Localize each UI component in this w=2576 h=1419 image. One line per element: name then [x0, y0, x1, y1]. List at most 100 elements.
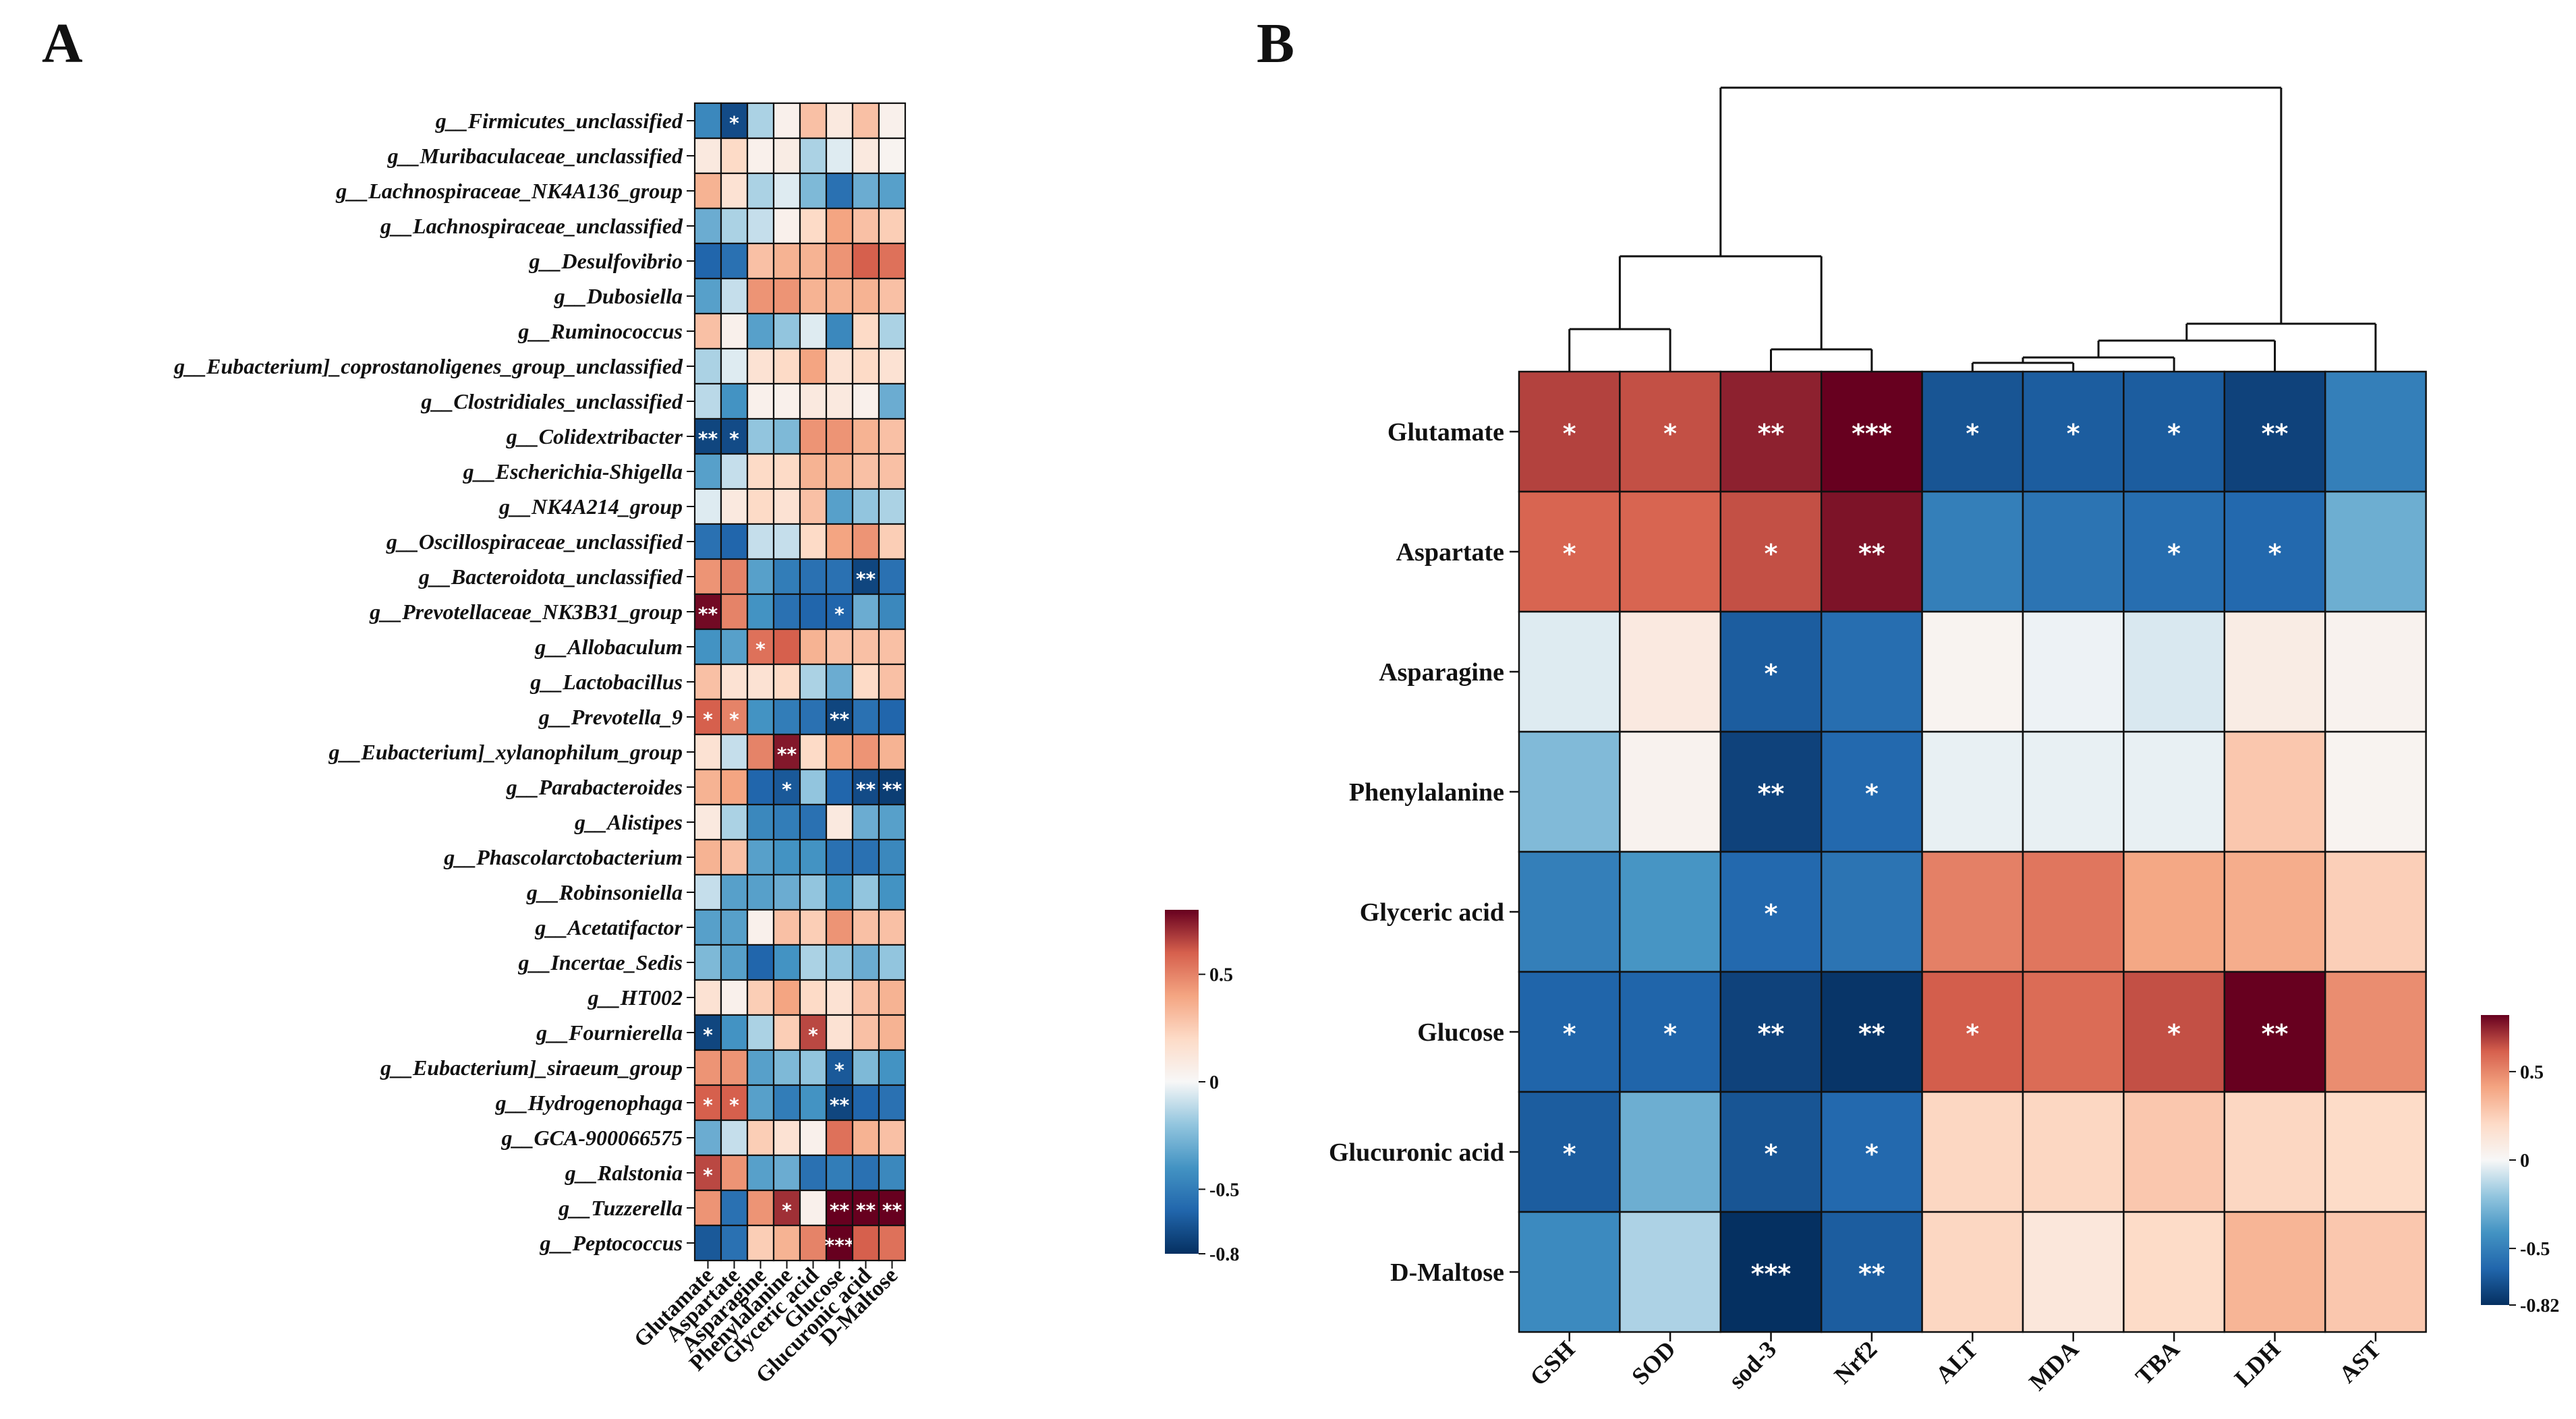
heatmap-b-significance: * — [2268, 539, 2282, 569]
heatmap-a-cell — [825, 768, 854, 806]
heatmap-a-cell — [825, 207, 854, 245]
colorbar-b-tick-label: -0.5 — [2520, 1239, 2550, 1260]
heatmap-a-cell — [825, 1119, 854, 1157]
heatmap-b-cell — [2123, 971, 2226, 1093]
heatmap-a-significance: ** — [856, 568, 876, 590]
heatmap-a-row-label: g__Parabacteroides — [506, 775, 683, 799]
heatmap-a-cell — [693, 523, 722, 560]
heatmap-a-cell — [799, 698, 828, 736]
heatmap-b-cell — [2022, 850, 2125, 973]
heatmap-b-row-label: Glutamate — [1387, 418, 1504, 446]
heatmap-a-cell — [746, 979, 775, 1016]
heatmap-a-cell — [825, 1084, 854, 1122]
heatmap-a-cell — [799, 453, 828, 490]
heatmap-a-cell — [851, 1049, 880, 1087]
heatmap-a-cell — [825, 908, 854, 946]
heatmap-a-significance: * — [834, 1059, 845, 1081]
heatmap-a-cell — [746, 944, 775, 981]
heatmap-a-cell — [693, 312, 722, 350]
heatmap-a-cell — [851, 382, 880, 420]
colorbar-b: 0.5 0 -0.5 -0.82 — [2481, 1015, 2559, 1316]
heatmap-a-cell — [878, 1224, 907, 1262]
heatmap-a-cell — [799, 1049, 828, 1087]
heatmap-b-cell — [2324, 971, 2427, 1093]
heatmap-a-cell — [720, 347, 749, 385]
heatmap-a-cell — [799, 417, 828, 455]
heatmap-a-cell — [799, 908, 828, 946]
heatmap-a-cell — [693, 873, 722, 911]
heatmap-a-cell — [878, 102, 907, 140]
heatmap-b-row-label: Glyceric acid — [1360, 898, 1504, 927]
heatmap-a-cell — [878, 382, 907, 420]
heatmap-b-cell — [1820, 370, 1923, 493]
panel-b-label: B — [1257, 12, 1294, 75]
heatmap-b-cell — [1820, 610, 1923, 733]
heatmap-b-significance: ** — [1758, 1019, 1785, 1049]
heatmap-a-cell — [825, 382, 854, 420]
heatmap-a-cell — [772, 803, 801, 841]
heatmap-a-cell — [772, 1049, 801, 1087]
heatmap-a-cell — [799, 768, 828, 806]
heatmap-b-cell — [2324, 730, 2427, 853]
heatmap-a-cell — [825, 733, 854, 771]
heatmap-a-row-label: g__Clostridiales_unclassified — [420, 389, 683, 413]
heatmap-a-cell — [878, 137, 907, 175]
heatmap-b-cell — [2123, 1211, 2226, 1333]
heatmap-a-cell — [851, 663, 880, 701]
heatmap-b-significance: ** — [1758, 779, 1785, 809]
heatmap-a-cell — [878, 347, 907, 385]
heatmap-b-significance: * — [1663, 419, 1677, 448]
heatmap-a-cell — [720, 1189, 749, 1227]
heatmap-a-cell — [772, 1084, 801, 1122]
heatmap-a-cell — [772, 1224, 801, 1262]
heatmap-a-cell — [720, 382, 749, 420]
heatmap-a-significance: * — [703, 1164, 713, 1186]
heatmap-a-cell — [851, 908, 880, 946]
heatmap-a-cell — [825, 453, 854, 490]
heatmap-a-cell — [720, 277, 749, 315]
heatmap-a-cell — [825, 944, 854, 981]
heatmap-a-cell — [720, 172, 749, 210]
heatmap-a-cell — [878, 558, 907, 596]
heatmap-a-cell — [851, 1084, 880, 1122]
heatmap-a-cell — [878, 453, 907, 490]
heatmap-b-col-label: TBA — [2130, 1335, 2185, 1390]
heatmap-a-cell — [720, 137, 749, 175]
heatmap-a-cell — [851, 1014, 880, 1051]
heatmap-b-cell — [2022, 490, 2125, 613]
heatmap-a-cell — [746, 1189, 775, 1227]
heatmap-a-cell — [825, 698, 854, 736]
heatmap-a-significance: * — [755, 638, 766, 660]
heatmap-a-row-label: g__Incertae_Sedis — [517, 950, 683, 975]
heatmap-b-cell — [1518, 490, 1621, 613]
heatmap-b-cell — [2022, 730, 2125, 853]
heatmap-a-cell — [799, 628, 828, 666]
heatmap-a-cell — [878, 593, 907, 631]
heatmap-a-cell — [825, 803, 854, 841]
heatmap-a-cell — [720, 242, 749, 280]
heatmap-b-cell — [2223, 370, 2326, 493]
heatmap-b-col-label: GSH — [1524, 1335, 1580, 1391]
heatmap-b-significance: * — [1563, 539, 1576, 569]
heatmap-b-significance: * — [1865, 1139, 1879, 1169]
heatmap-a-cell — [746, 908, 775, 946]
heatmap-a-significance: * — [782, 1199, 792, 1221]
heatmap-a-cell — [878, 207, 907, 245]
heatmap-a-row-label: g__Acetatifactor — [534, 915, 683, 939]
heatmap-a-cell — [772, 558, 801, 596]
heatmap-a-cell — [878, 172, 907, 210]
heatmap-a-row-label: g__Muribaculaceae_unclassified — [387, 144, 683, 168]
heatmap-a-cell — [799, 1154, 828, 1192]
heatmap-a-cell — [799, 944, 828, 981]
heatmap-b-row-label: D-Maltose — [1390, 1258, 1504, 1287]
heatmap-a-significance: * — [834, 603, 845, 625]
heatmap-b-significance: * — [1765, 1139, 1778, 1169]
heatmap-a-cell — [799, 347, 828, 385]
dendrogram-b — [1568, 86, 2377, 372]
heatmap-a-cell — [746, 242, 775, 280]
heatmap-a-cell — [693, 628, 722, 666]
heatmap-b-cell — [2324, 610, 2427, 733]
heatmap-a-significance: ** — [830, 1094, 850, 1116]
heatmap-a-cell — [825, 172, 854, 210]
